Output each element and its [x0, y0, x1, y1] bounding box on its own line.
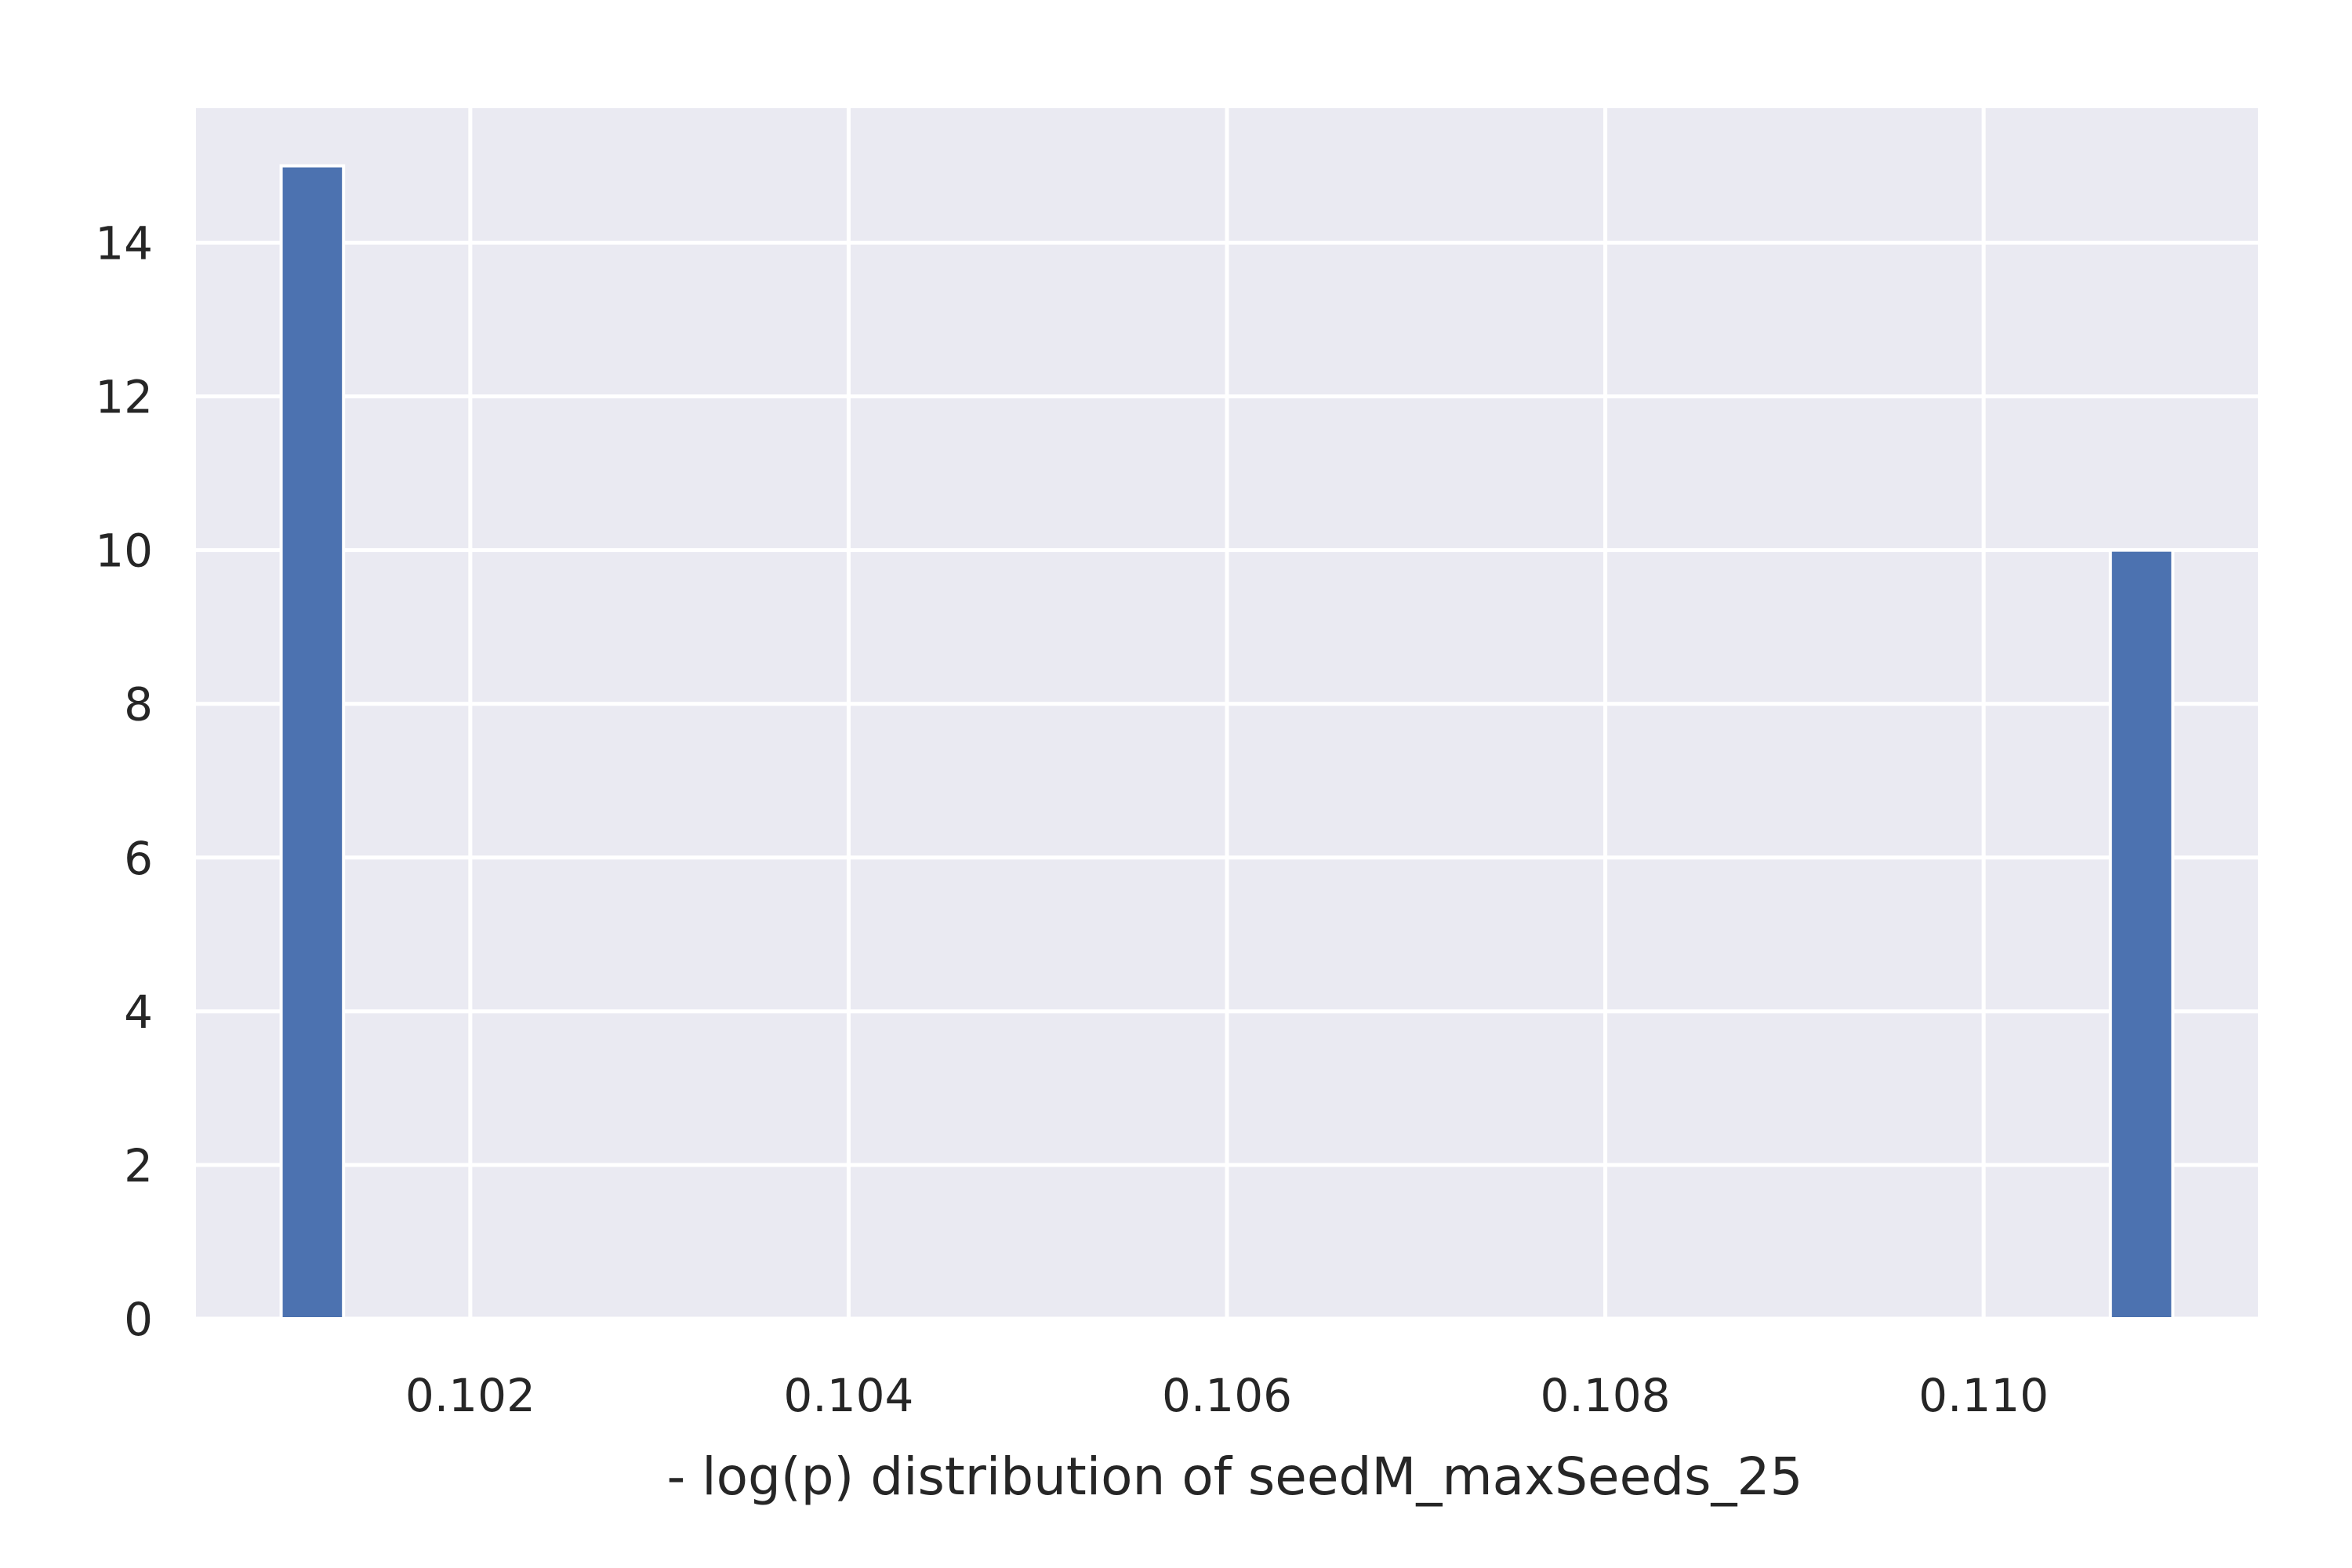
x-tick-label: 0.102 [405, 1369, 535, 1422]
x-tick-label: 0.106 [1162, 1369, 1292, 1422]
bars [279, 164, 2175, 1320]
x-tick-label: 0.108 [1541, 1369, 1671, 1422]
x-tick-label: 0.104 [783, 1369, 913, 1422]
y-tick-label: 0 [124, 1293, 153, 1346]
histogram-bar [279, 164, 346, 1320]
x-axis-label: - log(p) distribution of seedM_maxSeeds_… [666, 1446, 1802, 1507]
x-tick-label: 0.110 [1918, 1369, 2049, 1422]
y-tick-label: 10 [95, 524, 153, 578]
y-tick-label: 12 [95, 371, 153, 424]
y-tick-label: 4 [124, 985, 153, 1039]
y-tick-label: 14 [95, 217, 153, 270]
x-tick-labels: 0.102 0.104 0.106 0.108 0.110 [405, 1369, 2049, 1422]
y-tick-labels: 0 2 4 6 8 10 12 14 [95, 217, 153, 1346]
grid-lines [196, 108, 2258, 1321]
y-tick-label: 8 [124, 678, 153, 731]
histogram-bar [2108, 548, 2175, 1320]
y-tick-label: 2 [124, 1139, 153, 1192]
y-tick-label: 6 [124, 832, 153, 885]
